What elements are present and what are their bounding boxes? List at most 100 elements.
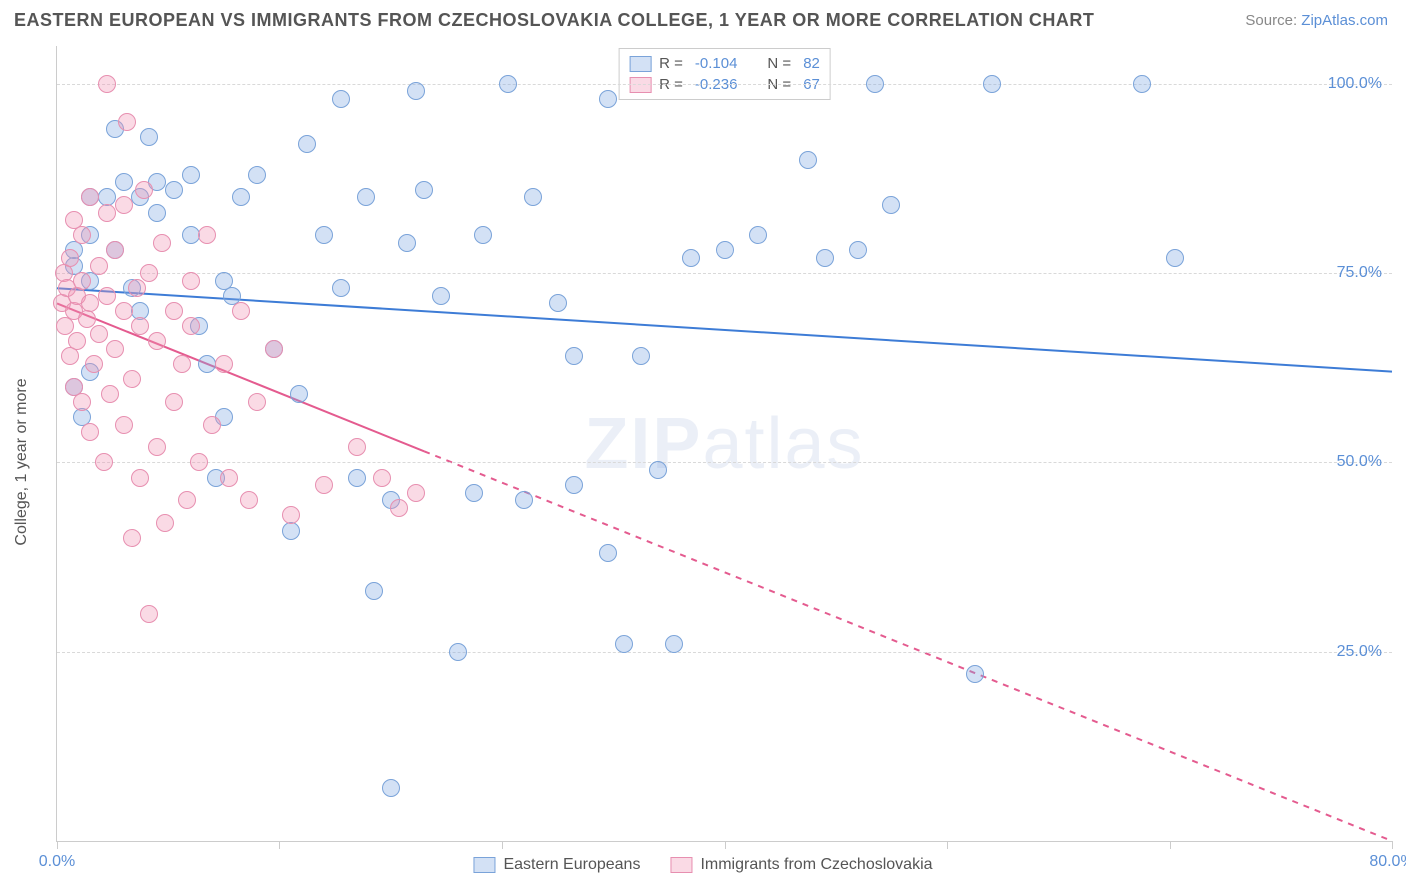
trend-line-dashed — [424, 451, 1392, 841]
data-point — [106, 340, 124, 358]
xtick — [1392, 841, 1393, 849]
xtick-label: 80.0% — [1369, 853, 1406, 871]
data-point — [73, 272, 91, 290]
stats-row: R =-0.104N =82 — [629, 53, 820, 74]
data-point — [866, 75, 884, 93]
data-point — [140, 605, 158, 623]
data-point — [298, 135, 316, 153]
ytick-label: 100.0% — [1328, 75, 1382, 93]
data-point — [649, 461, 667, 479]
data-point — [95, 453, 113, 471]
data-point — [115, 196, 133, 214]
xtick — [57, 841, 58, 849]
data-point — [716, 241, 734, 259]
data-point — [73, 226, 91, 244]
data-point — [115, 416, 133, 434]
data-point — [123, 529, 141, 547]
data-point — [474, 226, 492, 244]
data-point — [849, 241, 867, 259]
data-point — [415, 181, 433, 199]
data-point — [348, 469, 366, 487]
data-point — [81, 423, 99, 441]
trend-line-solid — [57, 303, 424, 451]
data-point — [1133, 75, 1151, 93]
data-point — [382, 779, 400, 797]
data-point — [373, 469, 391, 487]
data-point — [407, 484, 425, 502]
data-point — [128, 279, 146, 297]
data-point — [398, 234, 416, 252]
data-point — [153, 234, 171, 252]
legend-swatch — [670, 857, 692, 873]
data-point — [449, 643, 467, 661]
chart-container: College, 1 year or more ZIPatlas R =-0.1… — [14, 46, 1392, 878]
data-point — [182, 272, 200, 290]
data-point — [123, 370, 141, 388]
xtick-label: 0.0% — [39, 853, 75, 871]
data-point — [178, 491, 196, 509]
xtick — [1170, 841, 1171, 849]
y-axis-label: College, 1 year or more — [13, 378, 31, 545]
data-point — [220, 469, 238, 487]
gridline-h — [57, 652, 1392, 653]
legend-item: Eastern Europeans — [473, 856, 640, 874]
data-point — [61, 249, 79, 267]
data-point — [182, 226, 200, 244]
legend-swatch — [473, 857, 495, 873]
data-point — [115, 302, 133, 320]
data-point — [115, 173, 133, 191]
data-point — [248, 166, 266, 184]
xtick — [279, 841, 280, 849]
data-point — [140, 128, 158, 146]
data-point — [148, 438, 166, 456]
data-point — [90, 257, 108, 275]
ytick-label: 75.0% — [1337, 264, 1382, 282]
data-point — [190, 453, 208, 471]
xtick — [502, 841, 503, 849]
data-point — [182, 166, 200, 184]
data-point — [135, 181, 153, 199]
data-point — [599, 90, 617, 108]
stat-r-value: -0.104 — [695, 55, 738, 72]
data-point — [118, 113, 136, 131]
data-point — [315, 226, 333, 244]
data-point — [615, 635, 633, 653]
data-point — [565, 476, 583, 494]
data-point — [549, 294, 567, 312]
data-point — [357, 188, 375, 206]
data-point — [240, 491, 258, 509]
plot-area: ZIPatlas R =-0.104N =82R =-0.236N =67 25… — [56, 46, 1392, 842]
data-point — [983, 75, 1001, 93]
data-point — [390, 499, 408, 517]
data-point — [265, 340, 283, 358]
data-point — [81, 188, 99, 206]
data-point — [565, 347, 583, 365]
source-prefix: Source: — [1245, 12, 1301, 29]
chart-header: EASTERN EUROPEAN VS IMMIGRANTS FROM CZEC… — [0, 0, 1406, 41]
data-point — [182, 317, 200, 335]
data-point — [882, 196, 900, 214]
data-point — [85, 355, 103, 373]
data-point — [98, 287, 116, 305]
data-point — [232, 188, 250, 206]
data-point — [165, 181, 183, 199]
data-point — [407, 82, 425, 100]
source-link[interactable]: ZipAtlas.com — [1301, 12, 1388, 29]
data-point — [365, 582, 383, 600]
data-point — [198, 226, 216, 244]
chart-title: EASTERN EUROPEAN VS IMMIGRANTS FROM CZEC… — [14, 10, 1094, 31]
data-point — [68, 332, 86, 350]
data-point — [348, 438, 366, 456]
data-point — [632, 347, 650, 365]
data-point — [599, 544, 617, 562]
xtick — [947, 841, 948, 849]
data-point — [165, 393, 183, 411]
gridline-h — [57, 84, 1392, 85]
legend-swatch — [629, 56, 651, 72]
data-point — [98, 75, 116, 93]
source-credit: Source: ZipAtlas.com — [1245, 12, 1388, 29]
stat-r-label: R = — [659, 55, 683, 72]
data-point — [665, 635, 683, 653]
data-point — [524, 188, 542, 206]
data-point — [98, 204, 116, 222]
